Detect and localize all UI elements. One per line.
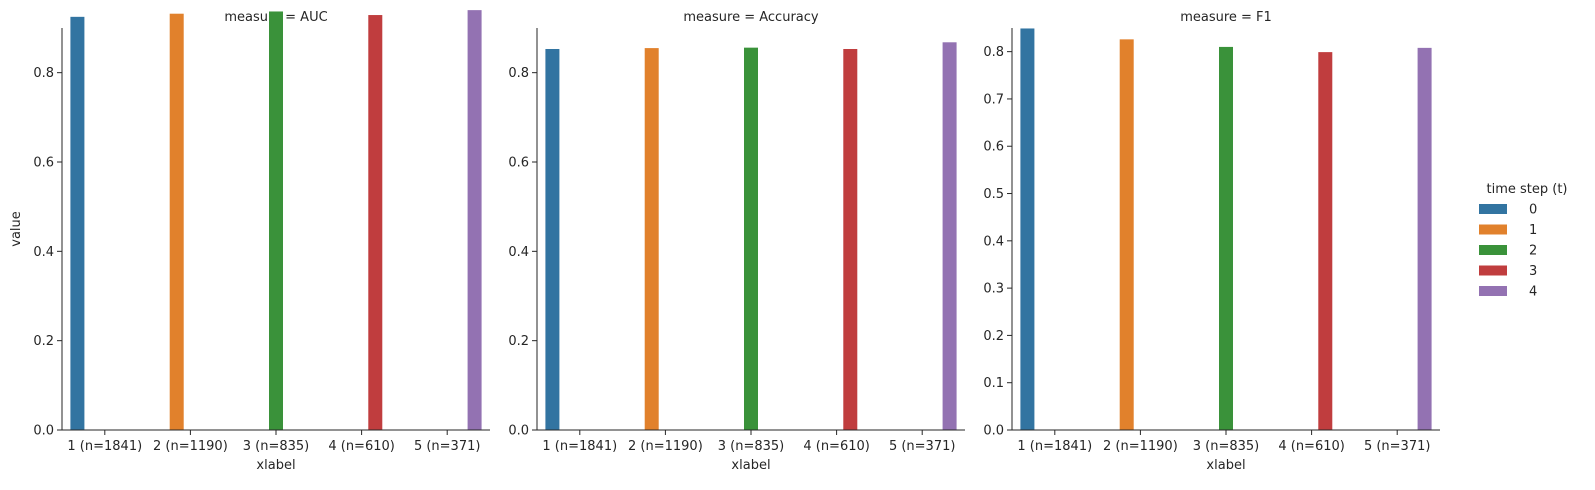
x-tick-label: 1 (n=1841) [1017, 439, 1092, 454]
bar [1417, 47, 1432, 431]
x-tick-label: 2 (n=1190) [1103, 439, 1178, 454]
y-tick-label: 0.8 [33, 66, 54, 81]
legend-swatch [1479, 204, 1507, 214]
bar [169, 13, 184, 431]
y-tick-label: 0.8 [508, 66, 529, 81]
y-tick-label: 0.4 [33, 245, 54, 260]
y-tick-label: 0.0 [983, 424, 1004, 439]
bar [1020, 28, 1035, 431]
legend-swatch [1479, 265, 1507, 276]
legend-label: 2 [1529, 244, 1537, 259]
bar [368, 15, 383, 431]
bar [843, 48, 858, 430]
x-axis-label: xlabel [731, 458, 770, 473]
y-tick-label: 0.2 [983, 329, 1004, 344]
x-tick-label: 4 (n=610) [1278, 439, 1345, 454]
facet-panel-f1: measure = F1 0.0 0.1 0.2 0.3 0.4 0.5 0.6 0.7 0.8 1… [983, 10, 1440, 473]
legend-swatch [1479, 224, 1507, 235]
facet-panel-accuracy: measure = Accuracy 0.0 0.2 0.4 0.6 0.8 1 (n=18… [508, 10, 965, 473]
bar [942, 42, 957, 430]
y-tick-label: 0.0 [508, 424, 529, 439]
bar [70, 16, 85, 430]
x-tick-label: 5 (n=371) [1364, 439, 1431, 454]
x-axis-label: xlabel [256, 458, 295, 473]
bar [644, 48, 659, 430]
y-tick-label: 0.4 [508, 245, 529, 260]
x-tick-label: 1 (n=1841) [67, 439, 142, 454]
panel-title: measure = Accuracy [683, 10, 819, 25]
y-tick-label: 0.2 [508, 334, 529, 349]
x-tick-label: 2 (n=1190) [153, 439, 228, 454]
bar [467, 10, 482, 431]
y-tick-label: 0.8 [983, 45, 1004, 60]
bar [1119, 39, 1134, 431]
y-tick-label: 0.0 [33, 424, 54, 439]
x-tick-label: 2 (n=1190) [628, 439, 703, 454]
legend-label: 3 [1529, 264, 1537, 279]
x-tick-label: 5 (n=371) [889, 439, 956, 454]
legend-title: time step (t) [1487, 182, 1568, 197]
legend-label: 0 [1529, 203, 1537, 218]
legend-label: 1 [1529, 223, 1537, 238]
y-tick-label: 0.5 [983, 187, 1004, 202]
y-tick-label: 0.3 [983, 282, 1004, 297]
y-tick-label: 0.1 [983, 376, 1004, 391]
y-axis-label: value [9, 211, 24, 247]
legend-label: 4 [1529, 285, 1537, 300]
x-tick-label: 3 (n=835) [1193, 439, 1260, 454]
bar [269, 11, 283, 431]
panel-title: measure = F1 [1180, 10, 1272, 25]
x-tick-label: 4 (n=610) [328, 439, 395, 454]
bar [744, 47, 758, 431]
y-tick-label: 0.7 [983, 92, 1004, 107]
y-tick-label: 0.6 [508, 156, 529, 171]
x-tick-label: 3 (n=835) [718, 439, 785, 454]
legend-swatch [1479, 245, 1507, 255]
bar [545, 48, 560, 430]
legend: time step (t) 0 1 2 3 4 [1479, 182, 1568, 300]
y-tick-label: 0.6 [983, 140, 1004, 155]
legend-swatch [1479, 286, 1507, 296]
y-tick-label: 0.4 [983, 234, 1004, 249]
y-tick-label: 0.6 [33, 156, 54, 171]
bar [1219, 46, 1233, 430]
x-axis-label: xlabel [1206, 458, 1245, 473]
bar [1318, 52, 1333, 431]
x-tick-label: 3 (n=835) [243, 439, 310, 454]
x-tick-label: 1 (n=1841) [542, 439, 617, 454]
y-tick-label: 0.2 [33, 334, 54, 349]
x-tick-label: 5 (n=371) [414, 439, 481, 454]
x-tick-label: 4 (n=610) [803, 439, 870, 454]
